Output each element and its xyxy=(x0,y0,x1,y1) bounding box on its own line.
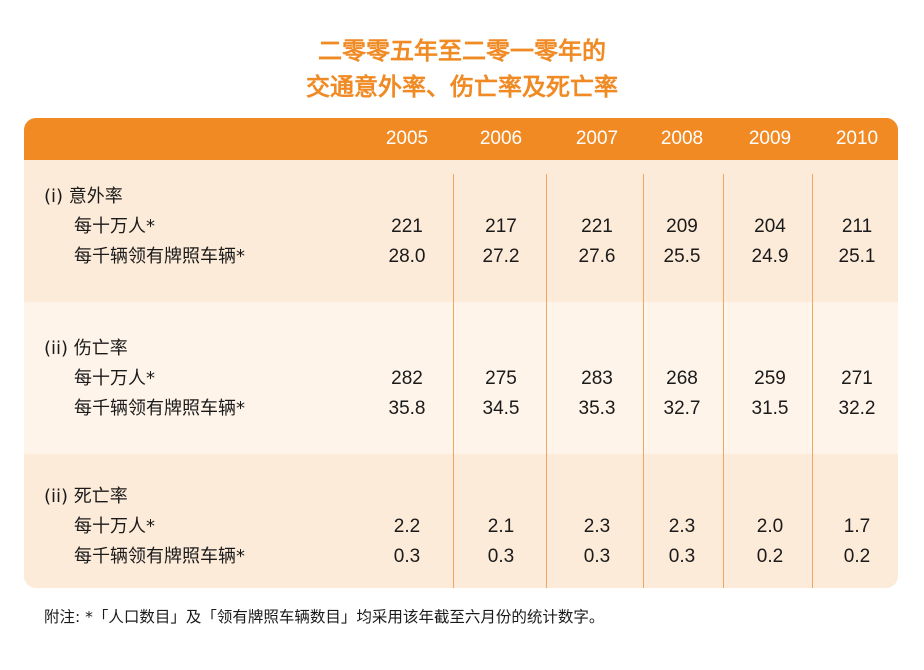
table-cell: 275 xyxy=(485,368,517,389)
row-label: 每十万人* xyxy=(74,216,155,237)
table-cell: 217 xyxy=(485,216,517,237)
section-band xyxy=(24,160,898,302)
table-cell: 0.3 xyxy=(583,546,611,567)
table-cell: 27.2 xyxy=(482,246,520,267)
table-cell: 221 xyxy=(581,216,613,237)
row-label: 每十万人* xyxy=(74,368,155,389)
table-cell: 0.2 xyxy=(843,546,871,567)
column-divider xyxy=(643,174,644,588)
table-cell: 211 xyxy=(841,216,873,237)
section-band xyxy=(24,302,898,454)
footnote: 附注: *「人口数目」及「领有牌照车辆数目」均采用该年截至六月份的统计数字。 xyxy=(44,608,605,626)
table-cell: 35.3 xyxy=(578,398,616,419)
table-cell: 25.1 xyxy=(838,246,876,267)
table-cell: 2.2 xyxy=(393,516,421,537)
table-cell: 0.3 xyxy=(668,546,696,567)
column-header-year: 2010 xyxy=(835,128,879,149)
section-heading: (i) 意外率 xyxy=(44,186,123,207)
table-cell: 271 xyxy=(841,368,873,389)
section-heading: (ii) 伤亡率 xyxy=(44,338,128,359)
table-cell: 24.9 xyxy=(751,246,789,267)
table-cell: 268 xyxy=(666,368,698,389)
table-cell: 31.5 xyxy=(751,398,789,419)
column-divider xyxy=(812,174,813,588)
table-cell: 2.1 xyxy=(487,516,515,537)
table-cell: 283 xyxy=(581,368,613,389)
column-header-year: 2007 xyxy=(575,128,619,149)
table-cell: 0.2 xyxy=(756,546,784,567)
table-cell: 34.5 xyxy=(482,398,520,419)
table-cell: 2.0 xyxy=(756,516,784,537)
column-divider xyxy=(453,174,454,588)
table-header: 2005 2006 2007 2008 2009 2010 xyxy=(24,118,898,160)
row-label: 每千辆领有牌照车辆* xyxy=(74,546,245,567)
title-line-1: 二零零五年至二零一零年的 xyxy=(318,37,606,65)
table-cell: 1.7 xyxy=(843,516,871,537)
section-heading: (ii) 死亡率 xyxy=(44,486,128,507)
table-cell: 28.0 xyxy=(388,246,426,267)
table-cell: 282 xyxy=(391,368,423,389)
table-cell: 0.3 xyxy=(393,546,421,567)
row-label: 每十万人* xyxy=(74,516,155,537)
table-cell: 32.7 xyxy=(663,398,701,419)
column-divider xyxy=(723,174,724,588)
row-label: 每千辆领有牌照车辆* xyxy=(74,398,245,419)
table-cell: 2.3 xyxy=(583,516,611,537)
table-cell: 27.6 xyxy=(578,246,616,267)
column-header-year: 2008 xyxy=(660,128,704,149)
row-label: 每千辆领有牌照车辆* xyxy=(74,246,245,267)
table-cell: 209 xyxy=(666,216,698,237)
table-cell: 2.3 xyxy=(668,516,696,537)
section-band xyxy=(24,454,898,588)
table-cell: 32.2 xyxy=(838,398,876,419)
table-cell: 35.8 xyxy=(388,398,426,419)
column-header-year: 2005 xyxy=(385,128,429,149)
column-header-year: 2009 xyxy=(748,128,792,149)
table-cell: 0.3 xyxy=(487,546,515,567)
data-table: 2005 2006 2007 2008 2009 2010 (i) 意外率每十万人* 221… xyxy=(24,118,898,588)
table-cell: 25.5 xyxy=(663,246,701,267)
table-cell: 221 xyxy=(391,216,423,237)
table-cell: 259 xyxy=(754,368,786,389)
column-divider xyxy=(546,174,547,588)
table-cell: 204 xyxy=(754,216,786,237)
title-line-2: 交通意外率、伤亡率及死亡率 xyxy=(306,73,618,101)
column-header-year: 2006 xyxy=(479,128,523,149)
